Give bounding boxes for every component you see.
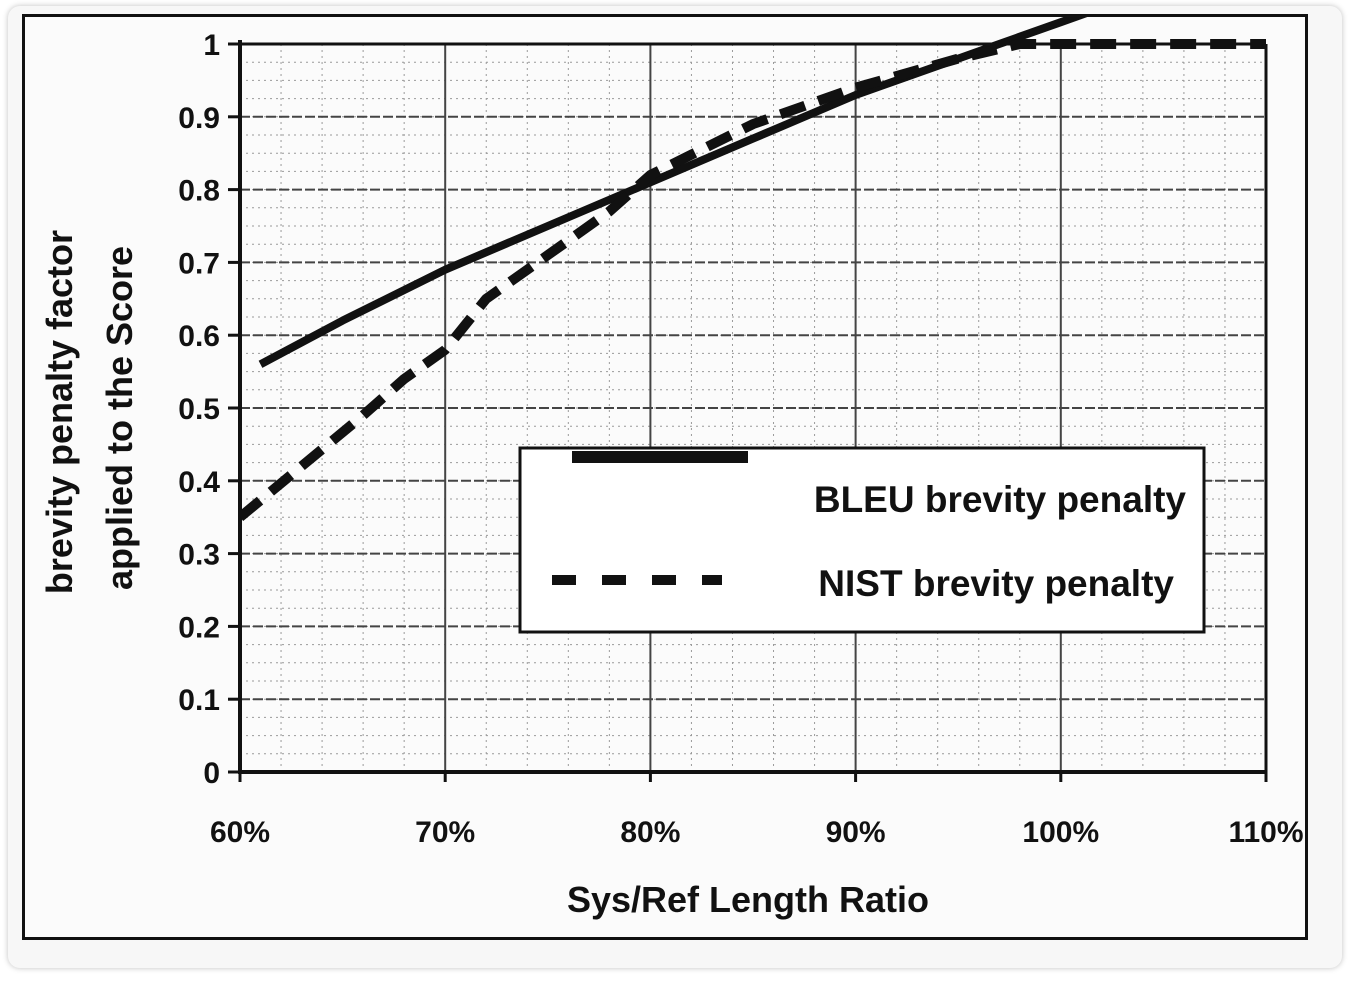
- y-tick-label: 0.4: [178, 466, 220, 499]
- legend-label-nist: NIST brevity penalty: [818, 563, 1174, 604]
- legend-label-bleu: BLEU brevity penalty: [814, 479, 1187, 520]
- y-tick-label: 0: [203, 757, 220, 790]
- legend: BLEU brevity penalty NIST brevity penalt…: [518, 446, 1206, 634]
- nist-brevity-penalty-line: [240, 39, 1266, 522]
- x-tick-label: 70%: [415, 816, 475, 849]
- y-tick-label: 0.1: [178, 684, 220, 717]
- y-tick-label: 0.5: [178, 393, 220, 426]
- y-tick-label: 0.3: [178, 539, 220, 572]
- y-tick-label: 0.6: [178, 320, 220, 353]
- axes: [228, 40, 1268, 782]
- bleu-brevity-penalty-line: [258, 14, 1096, 368]
- grid: [239, 43, 1267, 773]
- y-axis-title-line-2: applied to the Score: [99, 246, 140, 590]
- x-tick-label: 110%: [1228, 816, 1303, 849]
- y-tick-label: 0.7: [178, 247, 220, 280]
- x-tick-label: 90%: [826, 816, 886, 849]
- tick-labels: 0 0.1 0.2 0.3 0.4 0.5 0.6 0.7 0.8 0.9 1 60% 70% 80% 90…: [178, 29, 1303, 849]
- y-tick-label: 0.9: [178, 102, 220, 135]
- y-tick-label: 1: [203, 29, 220, 62]
- y-axis-title-line-1: brevity penalty factor: [39, 230, 80, 594]
- y-tick-label: 0.2: [178, 611, 220, 644]
- x-axis-title: Sys/Ref Length Ratio: [567, 879, 929, 920]
- legend-box: [518, 446, 1206, 634]
- y-tick-label: 0.8: [178, 175, 220, 208]
- x-tick-label: 80%: [620, 816, 680, 849]
- series-lines: [240, 14, 1266, 522]
- x-tick-label: 100%: [1022, 816, 1099, 849]
- x-tick-label: 60%: [210, 816, 270, 849]
